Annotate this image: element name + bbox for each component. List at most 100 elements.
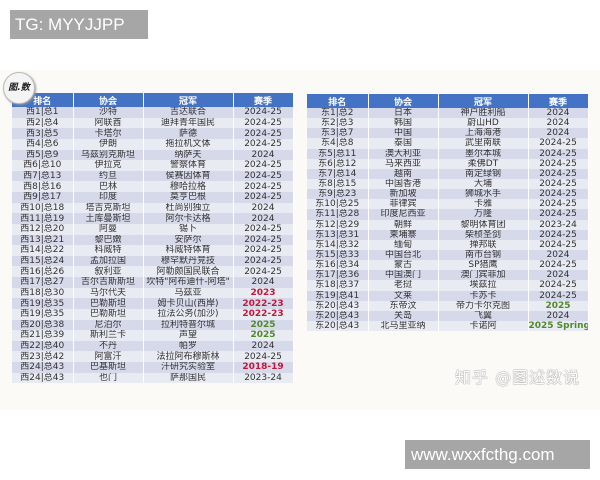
champion-cell: 穆哈拉格 (143, 181, 234, 192)
season-cell: 2024-25 (528, 158, 589, 169)
rank-cell: 西3|总5 (12, 128, 74, 139)
table-row: 东18|总37 老挝 埃兹拉 2024-25 (307, 280, 589, 291)
header-champion: 冠军 (438, 94, 529, 108)
association-cell: 韩国 (368, 118, 439, 129)
rank-cell: 西24|总43 (12, 372, 74, 384)
table-row: 东7|总14 越南 南定绿钢 2024-25 (307, 168, 589, 179)
association-cell: 阿富汗 (73, 351, 144, 362)
association-cell: 塔吉克斯坦 (73, 202, 144, 214)
champion-cell: 柴桢圣剑 (438, 229, 529, 240)
champion-cell: 汗研究实验室 (143, 362, 234, 373)
table-row: 西17|总27 吉尔吉斯斯坦 坎特"阿布迪什-阿塔" 2024 (12, 277, 294, 288)
association-cell: 关岛 (368, 310, 439, 321)
rank-cell: 西10|总18 (12, 202, 74, 214)
rank-cell: 东16|总34 (307, 260, 369, 271)
header-champion: 冠军 (143, 93, 234, 107)
champion-cell: 万隆 (438, 209, 529, 220)
table-row: 东10|总25 菲律宾 卡雅 2024-25 (307, 199, 589, 210)
champion-cell: 姆卡贝山(西岸) (143, 298, 234, 309)
champion-cell: 神户胜利船 (438, 108, 529, 119)
rank-cell: 东4|总8 (307, 138, 369, 149)
season-cell: 2024-25 (528, 199, 589, 210)
association-cell: 阿联酋 (73, 117, 144, 129)
season-cell: 2024-25 (528, 290, 589, 301)
association-cell: 印度尼西亚 (368, 209, 439, 220)
rank-cell: 西16|总26 (12, 266, 74, 277)
rank-cell: 东3|总7 (307, 128, 369, 139)
season-cell: 2025 (233, 319, 294, 331)
rank-cell: 西11|总19 (12, 213, 74, 224)
season-cell: 2024 (233, 213, 294, 224)
season-cell: 2022-23 (233, 308, 294, 320)
champion-cell: 锡卜 (143, 223, 234, 235)
association-cell: 文莱 (368, 290, 439, 301)
association-cell: 科威特 (73, 245, 144, 256)
season-cell: 2024-25 (233, 234, 294, 246)
rank-cell: 西5|总9 (12, 149, 74, 161)
table-row: 西19|总35 巴勒斯坦 姆卡贝山(西岸) 2022-23 (12, 298, 294, 309)
table-row: 西5|总9 乌兹别克斯坦 纳萨夫 2024 (12, 149, 294, 161)
association-cell: 中国澳门 (368, 270, 439, 281)
rank-cell: 东9|总23 (307, 189, 369, 200)
table-row: 东2|总3 韩国 蔚山HD 2024 (307, 118, 589, 129)
champion-cell: 澳门宾菲加 (438, 270, 529, 281)
champion-cell: 南定绿钢 (438, 168, 529, 179)
champion-cell: 大埔 (438, 178, 529, 190)
rank-cell: 西13|总21 (12, 234, 74, 246)
season-cell: 2024-25 (528, 280, 589, 291)
season-cell: 2024-25 (233, 138, 294, 150)
table-row: 东20|总43 东帝汶 帝力卡尔克图 2025 (307, 300, 589, 311)
rank-cell: 东14|总32 (307, 239, 369, 250)
season-cell: 2022-23 (233, 298, 294, 309)
zhihu-watermark: 知乎 @图述数说 (455, 368, 581, 387)
table-row: 西6|总10 伊拉克 警察体育 2024-25 (12, 160, 294, 171)
rank-cell: 西19|总35 (12, 298, 74, 309)
association-cell: 约旦 (73, 170, 144, 182)
table-row: 西22|总40 不丹 帕罗 2024 (12, 340, 294, 352)
champion-cell: 飞翼 (438, 310, 529, 321)
rank-cell: 东10|总25 (307, 199, 369, 210)
rank-cell: 西21|总39 (12, 330, 74, 341)
table-row: 西13|总21 黎巴嫩 安萨尔 2024-25 (12, 234, 294, 246)
champion-cell: 马兹亚 (143, 287, 234, 299)
table-row: 西23|总42 阿富汗 法拉阿布穆斯林 2024-25 (12, 351, 294, 362)
association-cell: 卡塔尔 (73, 128, 144, 139)
table-row: 西24|总43 也门 萨那国民 2023-24 (12, 372, 294, 384)
season-cell: 2024-25 (528, 148, 589, 159)
table-row: 西21|总39 斯利兰卡 声望 2025 (12, 330, 294, 341)
table-row: 西24|总43 巴基斯坦 汗研究实验室 2018-19 (12, 362, 294, 373)
season-cell: 2024-25 (528, 239, 589, 250)
table-row: 东3|总7 中国 上海海港 2024 (307, 128, 589, 139)
season-cell: 2024-25 (233, 255, 294, 267)
header-season: 赛季 (528, 94, 589, 108)
champion-cell: SP猎鹰 (438, 260, 529, 271)
association-cell: 马来西亚 (368, 158, 439, 169)
rank-cell: 东18|总37 (307, 280, 369, 291)
association-cell: 东帝汶 (368, 300, 439, 311)
association-cell: 巴基斯坦 (73, 362, 144, 373)
champion-cell: 穆罕默丹竞技 (143, 255, 234, 267)
season-cell: 2024-25 (528, 189, 589, 200)
table-row: 西9|总17 印度 莫亨巴根 2024-25 (12, 192, 294, 203)
season-cell: 2024-25 (233, 128, 294, 139)
table-row: 西10|总18 塔吉克斯坦 杜尚别独立 2024 (12, 202, 294, 214)
rank-cell: 东12|总29 (307, 219, 369, 230)
champion-cell: 柔佛DT (438, 158, 529, 169)
table-row: 西14|总22 科威特 科威特体育 2024-25 (12, 245, 294, 256)
season-cell: 2024 (233, 149, 294, 161)
association-cell: 尼泊尔 (73, 319, 144, 331)
association-cell: 巴林 (73, 181, 144, 192)
champion-cell: 卡雅 (438, 199, 529, 210)
association-cell: 泰国 (368, 138, 439, 149)
champion-cell: 阿尔卡达格 (143, 213, 234, 224)
rank-cell: 西14|总22 (12, 245, 74, 256)
rank-cell: 东2|总3 (307, 118, 369, 129)
association-cell: 巴勒斯坦 (73, 308, 144, 320)
association-cell: 老挝 (368, 280, 439, 291)
rank-cell: 东15|总33 (307, 249, 369, 261)
table-row: 东9|总23 新加坡 狮城水手 2024-25 (307, 189, 589, 200)
champion-cell: 侯赛因体育 (143, 170, 234, 182)
champion-cell: 卡诺阿 (438, 320, 529, 332)
champion-cell: 迪拜青年国民 (143, 117, 234, 129)
association-cell: 吉尔吉斯斯坦 (73, 277, 144, 288)
